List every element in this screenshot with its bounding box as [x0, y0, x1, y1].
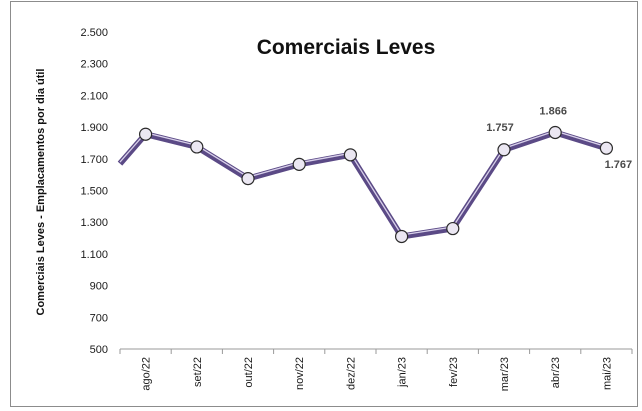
x-tick-label: jan/23 [397, 357, 409, 388]
chart-frame [10, 1, 638, 407]
y-tick-label: 500 [90, 344, 108, 356]
data-point [497, 143, 511, 157]
y-tick-label: 900 [90, 281, 108, 293]
data-point [190, 140, 204, 154]
data-labels: 1.757 1.866 1.767 [486, 105, 632, 171]
chart-title: Comerciais Leves [257, 36, 436, 59]
data-point [292, 157, 306, 171]
x-tick-label: dez/22 [345, 357, 357, 390]
axes [119, 348, 633, 354]
data-point [343, 148, 357, 162]
data-point [446, 221, 460, 236]
y-axis-ticks: 500 700 900 1.100 1.300 1.500 1.700 1.900 2.100 2… [80, 27, 108, 356]
y-tick-label: 1.700 [80, 154, 108, 166]
x-tick-label: nov/22 [294, 357, 306, 390]
x-tick-label: set/22 [192, 357, 204, 387]
x-tick-label: ago/22 [141, 357, 153, 391]
data-label: 1.866 [539, 105, 567, 117]
data-point [395, 229, 409, 244]
data-point [599, 141, 614, 155]
data-point [241, 172, 255, 186]
x-tick-label: abr/23 [550, 357, 562, 388]
x-tick-label: out/22 [243, 357, 255, 388]
data-label: 1.757 [486, 122, 514, 134]
x-tick-label: mai/23 [601, 357, 613, 390]
data-label: 1.767 [605, 159, 633, 171]
y-tick-label: 700 [90, 312, 108, 324]
y-tick-label: 2.500 [80, 27, 108, 39]
y-tick-label: 1.500 [80, 186, 108, 198]
y-axis-label: Comerciais Leves - Emplacamentos por dia… [35, 69, 47, 316]
x-tick-label: fev/23 [448, 357, 460, 387]
y-tick-label: 1.100 [80, 249, 108, 261]
data-point [548, 125, 562, 140]
y-tick-label: 2.100 [80, 90, 108, 102]
x-axis-ticks: ago/22 set/22 out/22 nov/22 dez/22 jan/23 fev/… [141, 357, 614, 391]
y-tick-label: 2.300 [80, 59, 108, 71]
x-tick-label: mar/23 [499, 357, 511, 391]
y-tick-label: 1.900 [80, 122, 108, 134]
series-points [139, 125, 614, 244]
y-tick-label: 1.300 [80, 217, 108, 229]
data-point [139, 127, 153, 141]
